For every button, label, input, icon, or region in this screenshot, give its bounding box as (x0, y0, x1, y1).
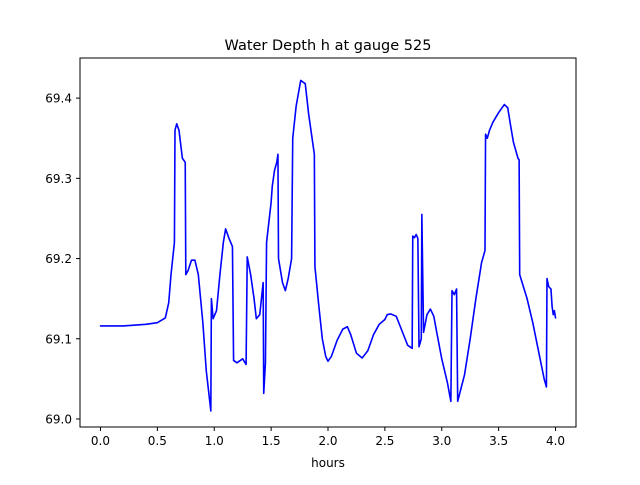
y-tick-label: 69.3 (45, 172, 72, 186)
x-tick-label: 3.5 (489, 434, 508, 448)
x-tick-label: 3.0 (432, 434, 451, 448)
y-tick-label: 69.2 (45, 252, 72, 266)
x-tick-label: 2.0 (318, 434, 337, 448)
x-axis-ticks: 0.0 0.5 1.0 1.5 2.0 2.5 3.0 3.5 4.0 (91, 427, 565, 448)
x-tick-label: 4.0 (546, 434, 565, 448)
x-tick-label: 1.0 (205, 434, 224, 448)
series-layer (99, 79, 557, 412)
x-tick-label: 1.5 (262, 434, 281, 448)
y-tick-label: 69.1 (45, 332, 72, 346)
y-axis-ticks: 69.0 69.1 69.2 69.3 69.4 (45, 92, 80, 426)
y-tick-label: 69.0 (45, 412, 72, 426)
series-line-0 (99, 79, 557, 412)
chart-title: Water Depth h at gauge 525 (225, 38, 432, 54)
y-tick-label: 69.4 (45, 92, 72, 106)
x-tick-label: 0.5 (148, 434, 167, 448)
x-axis-label: hours (311, 456, 345, 470)
x-tick-label: 2.5 (375, 434, 394, 448)
x-tick-label: 0.0 (91, 434, 110, 448)
